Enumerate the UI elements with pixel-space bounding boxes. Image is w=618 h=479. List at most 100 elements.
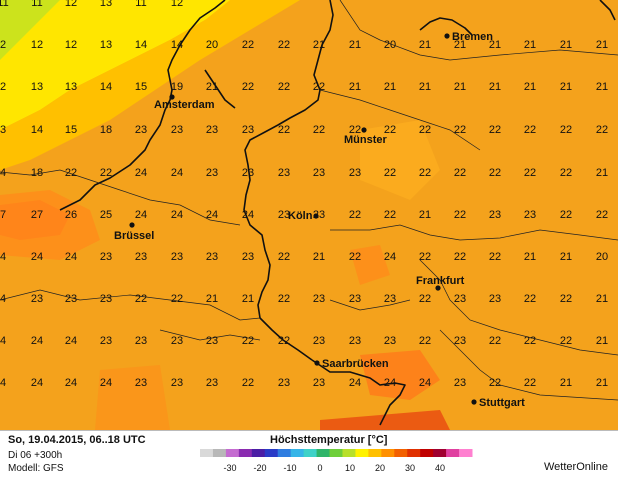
temperature-value: 23 [135, 377, 147, 389]
map-footer: So, 19.04.2015, 06..18 UTC Di 06 +300h M… [0, 430, 618, 479]
legend-swatch [355, 449, 369, 457]
temperature-value: 23 [489, 209, 501, 221]
temperature-value: 22 [278, 335, 290, 347]
legend-swatch [420, 449, 434, 457]
temperature-value: 18 [31, 167, 43, 179]
france-belgium-border [0, 289, 261, 321]
temperature-value: 22 [313, 81, 325, 93]
temperature-value: 22 [596, 124, 608, 136]
city-dot [435, 285, 441, 291]
temperature-value: 23 [65, 293, 77, 305]
hesse-north-border [330, 224, 618, 241]
city-label: Köln [288, 210, 313, 222]
temperature-value: 3 [0, 124, 6, 136]
belgium-internal-border [0, 169, 241, 226]
legend-swatch [238, 449, 253, 457]
temperature-value: 23 [206, 251, 218, 263]
city-label: Brüssel [114, 230, 154, 242]
temperature-value: 23 [454, 293, 466, 305]
legend-swatch [342, 449, 356, 457]
city-dot [471, 399, 477, 405]
temperature-value: 23 [489, 293, 501, 305]
temperature-value: 22 [349, 124, 361, 136]
temperature-value: 24 [31, 251, 43, 263]
temperature-value: 24 [31, 335, 43, 347]
temperature-value: 21 [349, 81, 361, 93]
legend-swatch [433, 449, 447, 457]
temperature-value: 23 [349, 335, 361, 347]
bavaria-bw-border [419, 259, 618, 356]
legend-tick-label: -20 [253, 463, 266, 473]
temperature-value: 23 [206, 167, 218, 179]
temperature-value: 23 [135, 335, 147, 347]
temperature-value: 23 [206, 335, 218, 347]
legend-tick-label: 0 [317, 463, 322, 473]
temperature-value: 24 [242, 209, 254, 221]
brand-logo[interactable]: WetterOnline [544, 461, 608, 473]
temperature-value: 22 [524, 335, 536, 347]
temperature-value: 21 [489, 81, 501, 93]
temperature-value: 21 [313, 39, 325, 51]
city-dot [129, 222, 135, 228]
temperature-value: 23 [384, 293, 396, 305]
temperature-value: 23 [171, 251, 183, 263]
temperature-value: 21 [206, 293, 218, 305]
cool-field-orange-yellow [0, 0, 300, 170]
temperature-value: 22 [65, 167, 77, 179]
temperature-value: 21 [524, 81, 536, 93]
temperature-value: 22 [419, 335, 431, 347]
warm-field-south [320, 410, 450, 430]
temperature-value: 22 [278, 81, 290, 93]
legend-swatch [407, 449, 421, 457]
legend-swatch [225, 449, 240, 457]
temperature-value: 23 [524, 209, 536, 221]
map-title: Höchsttemperatur [°C] [270, 434, 388, 446]
temperature-fields [0, 0, 450, 430]
dutch-belgian-german-border [243, 0, 334, 361]
temperature-value: 21 [454, 81, 466, 93]
france-germany-border [311, 359, 406, 426]
temperature-value: 4 [0, 377, 6, 389]
temperature-value: 24 [31, 377, 43, 389]
temperature-value: 21 [349, 39, 361, 51]
legend-swatch [290, 449, 305, 457]
temperature-values: 1111121311122121213141420222221212021212… [0, 0, 608, 389]
cool-field-green [0, 0, 60, 60]
city-label: Bremen [452, 31, 493, 43]
temperature-value: 20 [596, 251, 608, 263]
legend-swatch [277, 449, 292, 457]
city-dot [361, 127, 367, 133]
legend-swatch [329, 449, 343, 457]
temperature-value: 22 [419, 167, 431, 179]
temperature-value: 13 [65, 81, 77, 93]
temperature-value: 21 [489, 39, 501, 51]
legend-tick-label: 10 [345, 463, 355, 473]
temperature-value: 22 [454, 124, 466, 136]
temperature-value: 2 [0, 81, 6, 93]
temperature-value: 23 [171, 124, 183, 136]
legend-swatch [316, 449, 331, 457]
temperature-value: 21 [524, 251, 536, 263]
bw-border [439, 329, 618, 401]
lighter-field-muenster [360, 120, 440, 200]
temperature-value: 23 [454, 335, 466, 347]
temperature-value: 26 [65, 209, 77, 221]
temperature-value: 4 [0, 335, 6, 347]
temperature-value: 12 [65, 0, 77, 9]
temperature-value: 23 [313, 293, 325, 305]
forecast-run: Di 06 +300h [8, 450, 63, 461]
weser-estuary [419, 17, 473, 36]
forecast-model: Modell: GFS [8, 463, 64, 474]
temperature-value: 23 [313, 167, 325, 179]
temperature-value: 24 [135, 209, 147, 221]
temperature-value: 22 [454, 251, 466, 263]
city-label: Frankfurt [416, 275, 465, 287]
temperature-value: 23 [135, 251, 147, 263]
temperature-value: 22 [242, 377, 254, 389]
temperature-value: 21 [596, 39, 608, 51]
temperature-value: 22 [242, 335, 254, 347]
temperature-value: 21 [524, 39, 536, 51]
temperature-value: 11 [0, 0, 9, 9]
temperature-value: 21 [384, 81, 396, 93]
temperature-value: 22 [489, 335, 501, 347]
